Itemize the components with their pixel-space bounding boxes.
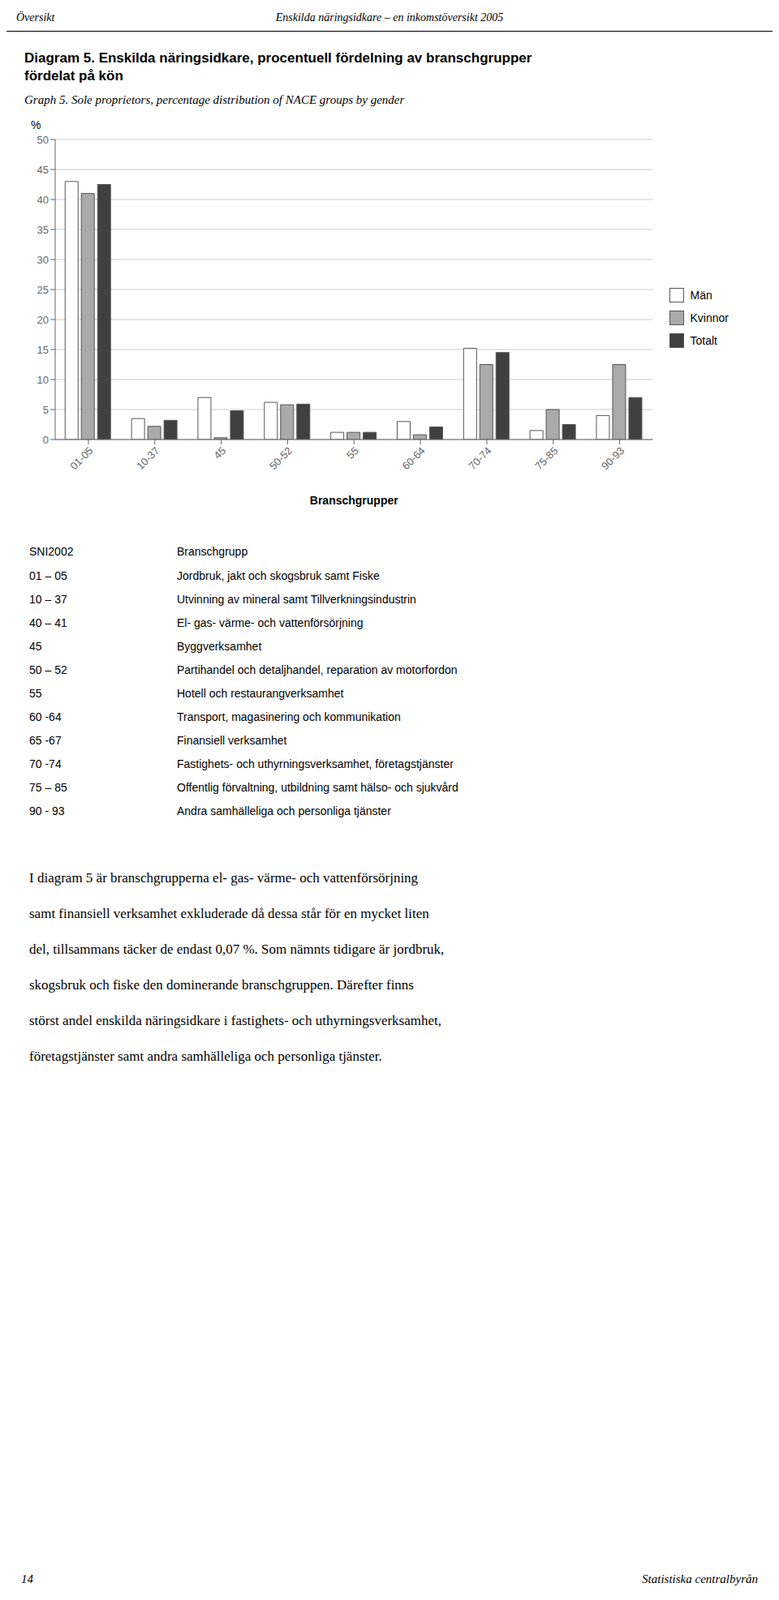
html-text:10 – 37: 10 – 37 <box>29 593 68 607</box>
html-text:Transport, magasinering och ko: Transport, magasinering och kommunikatio… <box>176 710 401 724</box>
svg-text:5: 5 <box>43 404 49 417</box>
svg-text:55: 55 <box>344 444 362 462</box>
html-text:70 -74: 70 -74 <box>29 758 62 772</box>
svg-text:20: 20 <box>37 314 49 327</box>
html-text:Fastighets- och uthyrningsverk: Fastighets- och uthyrningsverksamhet, fö… <box>176 758 454 772</box>
html-text:samt finansiell verksamhet exk: samt finansiell verksamhet exkluderade d… <box>29 906 430 922</box>
html-text:65 -67: 65 -67 <box>29 734 62 748</box>
svg-text:75-85: 75-85 <box>532 444 560 473</box>
html-text:Offentlig förvaltning, utbildn: Offentlig förvaltning, utbildning samt h… <box>176 781 459 795</box>
html-text:Partihandel och detaljhandel,: Partihandel och detaljhandel, reparation… <box>176 663 458 677</box>
svg-text:0: 0 <box>43 434 49 447</box>
svg-text:45: 45 <box>37 163 49 177</box>
svg-text:Branschgrupper: Branschgrupper <box>309 494 399 508</box>
html-text:Män: Män <box>690 289 713 303</box>
html-text:SNI2002: SNI2002 <box>29 545 74 559</box>
html-text:Jordbruk, jakt och skogsbruk s: Jordbruk, jakt och skogsbruk samt Fiske <box>176 569 380 583</box>
html-text:Utvinning av mineral samt Till: Utvinning av mineral samt Tillverkningsi… <box>176 593 417 607</box>
html-text:45: 45 <box>29 640 42 654</box>
html-text:01 – 05: 01 – 05 <box>29 569 68 583</box>
svg-text:50-52: 50-52 <box>266 444 295 473</box>
html-text:El- gas- värme- och vattenförs: El- gas- värme- och vattenförsörjning <box>176 616 364 630</box>
html-text:60 -64: 60 -64 <box>29 710 62 724</box>
html-text:Översikt: Översikt <box>16 11 55 24</box>
html-text:I diagram 5 är branschgruppern: I diagram 5 är branschgrupperna el- gas-… <box>29 870 418 887</box>
svg-text:25: 25 <box>37 284 49 297</box>
html-text:90 - 93: 90 - 93 <box>29 805 65 819</box>
html-text:75 – 85: 75 – 85 <box>29 781 68 795</box>
svg-text:10-37: 10-37 <box>133 444 162 473</box>
svg-text:90-93: 90-93 <box>598 444 627 473</box>
html-text:störst andel enskilda näringsi: störst andel enskilda näringsidkare i fa… <box>29 1013 442 1030</box>
html-text:Andra samhälleliga och personl: Andra samhälleliga och personliga tjänst… <box>176 805 391 819</box>
html-text:Finansiell verksamhet: Finansiell verksamhet <box>176 734 287 748</box>
html-text:Enskilda näringsidkare – en in: Enskilda näringsidkare – en inkomstövers… <box>275 11 504 24</box>
html-text:40 – 41: 40 – 41 <box>29 616 68 630</box>
svg-text:60-64: 60-64 <box>400 444 428 473</box>
html-text:55: 55 <box>29 687 42 701</box>
html-text:Totalt: Totalt <box>690 334 718 348</box>
svg-text:35: 35 <box>37 223 49 237</box>
svg-text:10: 10 <box>37 374 49 387</box>
html-text:Diagram 5. Enskilda näringsidk: Diagram 5. Enskilda näringsidkare, proce… <box>24 50 532 84</box>
html-text:företagstjänster samt andra sa: företagstjänster samt andra samhälleliga… <box>29 1049 383 1065</box>
svg-text:01-05: 01-05 <box>67 444 95 473</box>
svg-text:40: 40 <box>37 193 49 207</box>
html-text:Hotell och restaurangverksamhe: Hotell och restaurangverksamhet <box>176 687 344 701</box>
html-text:50 – 52: 50 – 52 <box>29 663 68 677</box>
html-text:Kvinnor: Kvinnor <box>690 311 729 325</box>
svg-text:15: 15 <box>37 344 49 357</box>
svg-text:50: 50 <box>37 133 49 147</box>
html-text:Byggverksamhet: Byggverksamhet <box>176 640 262 654</box>
html-text:skogsbruk och fiske den domine: skogsbruk och fiske den dominerande bran… <box>29 977 414 994</box>
html-text:del, tillsammans täcker de end: del, tillsammans täcker de endast 0,07 %… <box>29 942 445 958</box>
svg-text:70-74: 70-74 <box>465 444 494 473</box>
svg-text:45: 45 <box>210 444 229 462</box>
svg-text:30: 30 <box>37 253 49 267</box>
html-text:Branschgrupp: Branschgrupp <box>176 545 248 559</box>
html-text:Graph 5. Sole proprietors, per: Graph 5. Sole proprietors, percentage di… <box>24 93 405 107</box>
html-text:14: 14 <box>21 1573 34 1587</box>
html-text:Statistiska centralbyrån: Statistiska centralbyrån <box>641 1573 758 1587</box>
